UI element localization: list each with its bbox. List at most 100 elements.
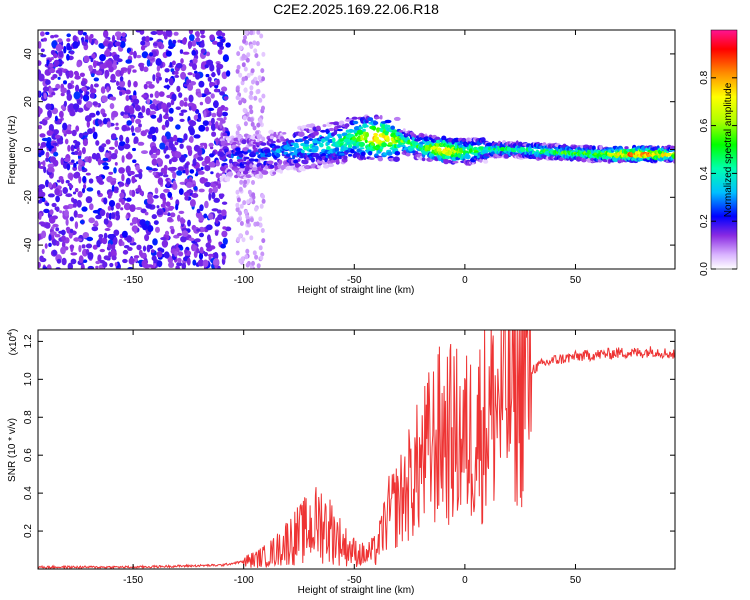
noise-blob: [177, 214, 181, 222]
noise-blob: [139, 63, 145, 72]
noise-blob: [156, 157, 162, 164]
noise-blob: [173, 134, 178, 142]
noise-blob: [55, 240, 60, 247]
noise-blob: [198, 226, 205, 233]
noise-blob: [219, 121, 223, 129]
noise-blob: [164, 119, 170, 128]
noise-blob: [208, 213, 214, 220]
noise-blob: [118, 182, 125, 187]
noise-blob: [131, 95, 137, 100]
noise-blob: [104, 152, 110, 158]
ridge-blob: [354, 132, 358, 137]
noise-blob: [251, 180, 255, 185]
noise-blob: [241, 97, 246, 103]
noise-blob: [191, 103, 197, 112]
ridge-blob: [268, 129, 274, 135]
noise-blob: [131, 217, 138, 225]
ridge-blob: [358, 141, 366, 147]
ridge-blob: [541, 143, 548, 147]
noise-blob: [245, 230, 249, 236]
noise-blob: [55, 195, 60, 203]
ridge-blob: [599, 144, 603, 151]
ridge-blob: [461, 137, 467, 143]
noise-blob: [173, 31, 179, 36]
noise-blob: [104, 69, 110, 78]
noise-blob: [261, 76, 265, 82]
noise-blob: [91, 226, 99, 232]
noise-blob: [47, 94, 53, 98]
noise-blob: [85, 196, 93, 204]
ridge-blob: [348, 128, 354, 133]
noise-blob: [149, 126, 157, 134]
noise-blob: [157, 177, 164, 186]
noise-blob: [72, 191, 77, 195]
noise-blob: [167, 191, 173, 198]
noise-blob: [85, 101, 93, 108]
ridge-blob: [362, 128, 366, 132]
noise-blob: [103, 30, 109, 38]
noise-blob: [102, 113, 107, 118]
noise-blob: [49, 209, 54, 215]
noise-blob: [152, 42, 159, 47]
noise-blob: [175, 106, 181, 110]
noise-blob: [133, 81, 138, 88]
noise-blob: [243, 35, 247, 40]
ridge-blob: [393, 156, 400, 162]
noise-blob: [160, 237, 167, 241]
noise-blob: [85, 91, 90, 95]
noise-blob: [38, 124, 43, 130]
spectrogram-ylabel: Frequency (Hz): [7, 116, 18, 185]
noise-blob: [132, 69, 137, 73]
ridge-blob: [334, 146, 340, 153]
noise-blob: [114, 162, 118, 166]
ridge-blob: [319, 142, 324, 148]
noise-blob: [186, 257, 191, 266]
noise-blob: [167, 167, 175, 171]
noise-blob: [204, 64, 209, 69]
noise-blob: [67, 82, 73, 90]
noise-blob: [170, 227, 175, 235]
snr-xlabel: Height of straight line (km): [298, 585, 415, 596]
noise-blob: [245, 57, 250, 63]
noise-blob: [105, 60, 113, 68]
noise-blob: [164, 154, 170, 159]
ridge-blob: [270, 140, 276, 144]
ridge-blob: [297, 138, 304, 143]
noise-blob: [92, 126, 96, 133]
noise-blob: [71, 129, 77, 137]
noise-blob: [179, 143, 184, 149]
colorbar-tick-label: 0.6: [699, 118, 710, 132]
noise-blob: [217, 49, 223, 55]
noise-blob: [105, 139, 111, 145]
noise-blob: [92, 131, 98, 140]
ridge-blob: [250, 135, 257, 140]
y-tick-label: 0.8: [23, 410, 34, 424]
noise-blob: [186, 181, 193, 188]
noise-blob: [60, 157, 64, 166]
ridge-blob: [483, 159, 489, 164]
ridge-blob: [245, 174, 252, 179]
noise-blob: [217, 106, 223, 114]
noise-blob: [196, 208, 201, 214]
noise-blob: [62, 187, 68, 194]
noise-blob: [121, 199, 125, 205]
noise-blob: [38, 73, 45, 82]
noise-blob: [66, 38, 71, 42]
noise-blob: [137, 115, 144, 119]
noise-blob: [146, 167, 153, 171]
noise-blob: [42, 266, 48, 269]
noise-blob: [64, 138, 69, 145]
noise-blob: [99, 54, 106, 62]
noise-blob: [200, 30, 205, 35]
noise-blob: [146, 197, 154, 205]
noise-blob: [60, 92, 65, 97]
noise-blob: [55, 206, 60, 212]
noise-blob: [114, 126, 120, 131]
noise-blob: [158, 91, 165, 97]
noise-blob: [256, 88, 261, 94]
noise-blob: [253, 95, 258, 101]
noise-blob: [179, 112, 184, 116]
noise-blob: [211, 71, 216, 78]
noise-blob: [134, 174, 141, 178]
noise-blob: [122, 249, 129, 255]
